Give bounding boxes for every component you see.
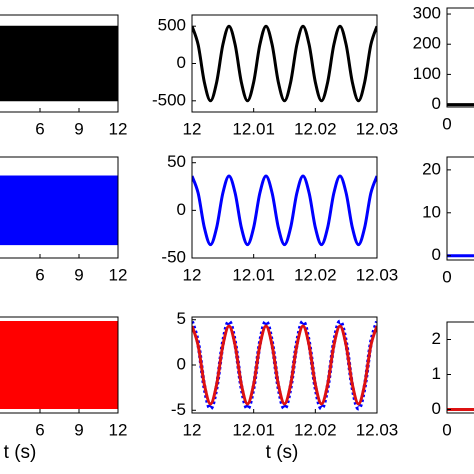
x-tick-label: 12.01: [232, 420, 275, 439]
x-tick-label: 12: [109, 265, 128, 284]
x-tick-label: 9: [74, 265, 83, 284]
x-tick-label: 12.02: [294, 265, 337, 284]
panel: 12 12.01 12.02 12.03 -500 0 500: [152, 14, 399, 138]
y-tick-label: 0: [177, 354, 186, 373]
x-tick-label: 9: [74, 119, 83, 138]
x-axis-label: t (s): [4, 442, 37, 463]
y-tick-label: 2: [432, 329, 441, 348]
x-tick-label: 6: [35, 119, 44, 138]
x-tick-label: 12: [183, 265, 202, 284]
y-tick-label: 0: [177, 200, 186, 219]
panel: 12 12.01 12.02 12.03 -50 0 50: [161, 152, 398, 284]
x-tick-label: 12: [109, 420, 128, 439]
y-tick-label: 300: [413, 4, 441, 23]
y-tick-label: 0: [177, 53, 186, 72]
axes-box: [446, 7, 474, 108]
x-tick-label: 12.01: [232, 265, 275, 284]
signal-envelope: [0, 175, 118, 246]
y-tick-label: 10: [422, 202, 441, 221]
panel: 6 9 12 t (s): [0, 316, 128, 463]
x-tick-label: 12.02: [294, 420, 337, 439]
panel: 00 100 200 300: [413, 4, 474, 133]
panel: 6 9 12: [0, 156, 128, 284]
x-tick-label: 0: [442, 267, 451, 286]
y-tick-label: 50: [167, 152, 186, 171]
y-tick-label: 0: [432, 245, 441, 264]
panel: 00 10 20: [422, 156, 474, 286]
x-tick-label: 12.03: [356, 265, 399, 284]
axes-box: [446, 156, 474, 261]
panel: 6 9 12: [0, 14, 128, 138]
x-axis-label: t (s): [266, 442, 299, 463]
panel: 00 1 2: [432, 321, 474, 439]
x-tick-label: 12.03: [356, 420, 399, 439]
y-tick-label: -500: [152, 90, 186, 109]
x-tick-label: 0: [442, 420, 451, 439]
x-tick-label: 12: [109, 119, 128, 138]
x-tick-label: 12.01: [232, 119, 275, 138]
x-tick-label: 6: [35, 420, 44, 439]
signal-envelope: [0, 25, 118, 102]
signal-line: [192, 324, 377, 406]
axes-box: [446, 321, 474, 414]
signal-line: [192, 24, 377, 103]
x-tick-label: 9: [74, 420, 83, 439]
y-tick-label: 500: [158, 16, 186, 35]
signal-line: [192, 174, 377, 247]
y-tick-label: 0: [432, 399, 441, 418]
x-tick-label: 12: [183, 119, 202, 138]
y-tick-label: 100: [413, 64, 441, 83]
y-tick-label: -5: [171, 400, 186, 419]
x-tick-label: 12: [183, 420, 202, 439]
signal-envelope: [0, 321, 118, 409]
y-tick-label: 200: [413, 34, 441, 53]
axes-box: [191, 156, 378, 259]
y-tick-label: 0: [432, 94, 441, 113]
x-tick-label: 12.02: [294, 119, 337, 138]
y-tick-label: 5: [177, 309, 186, 328]
y-tick-label: -50: [161, 247, 186, 266]
y-tick-label: 1: [432, 364, 441, 383]
x-tick-label: 6: [35, 265, 44, 284]
x-tick-label: 0: [442, 114, 451, 133]
x-tick-label: 12.03: [356, 119, 399, 138]
y-tick-label: 20: [422, 159, 441, 178]
panel: 12 12.01 12.02 12.03 -5 0 5 t (s): [171, 309, 398, 463]
